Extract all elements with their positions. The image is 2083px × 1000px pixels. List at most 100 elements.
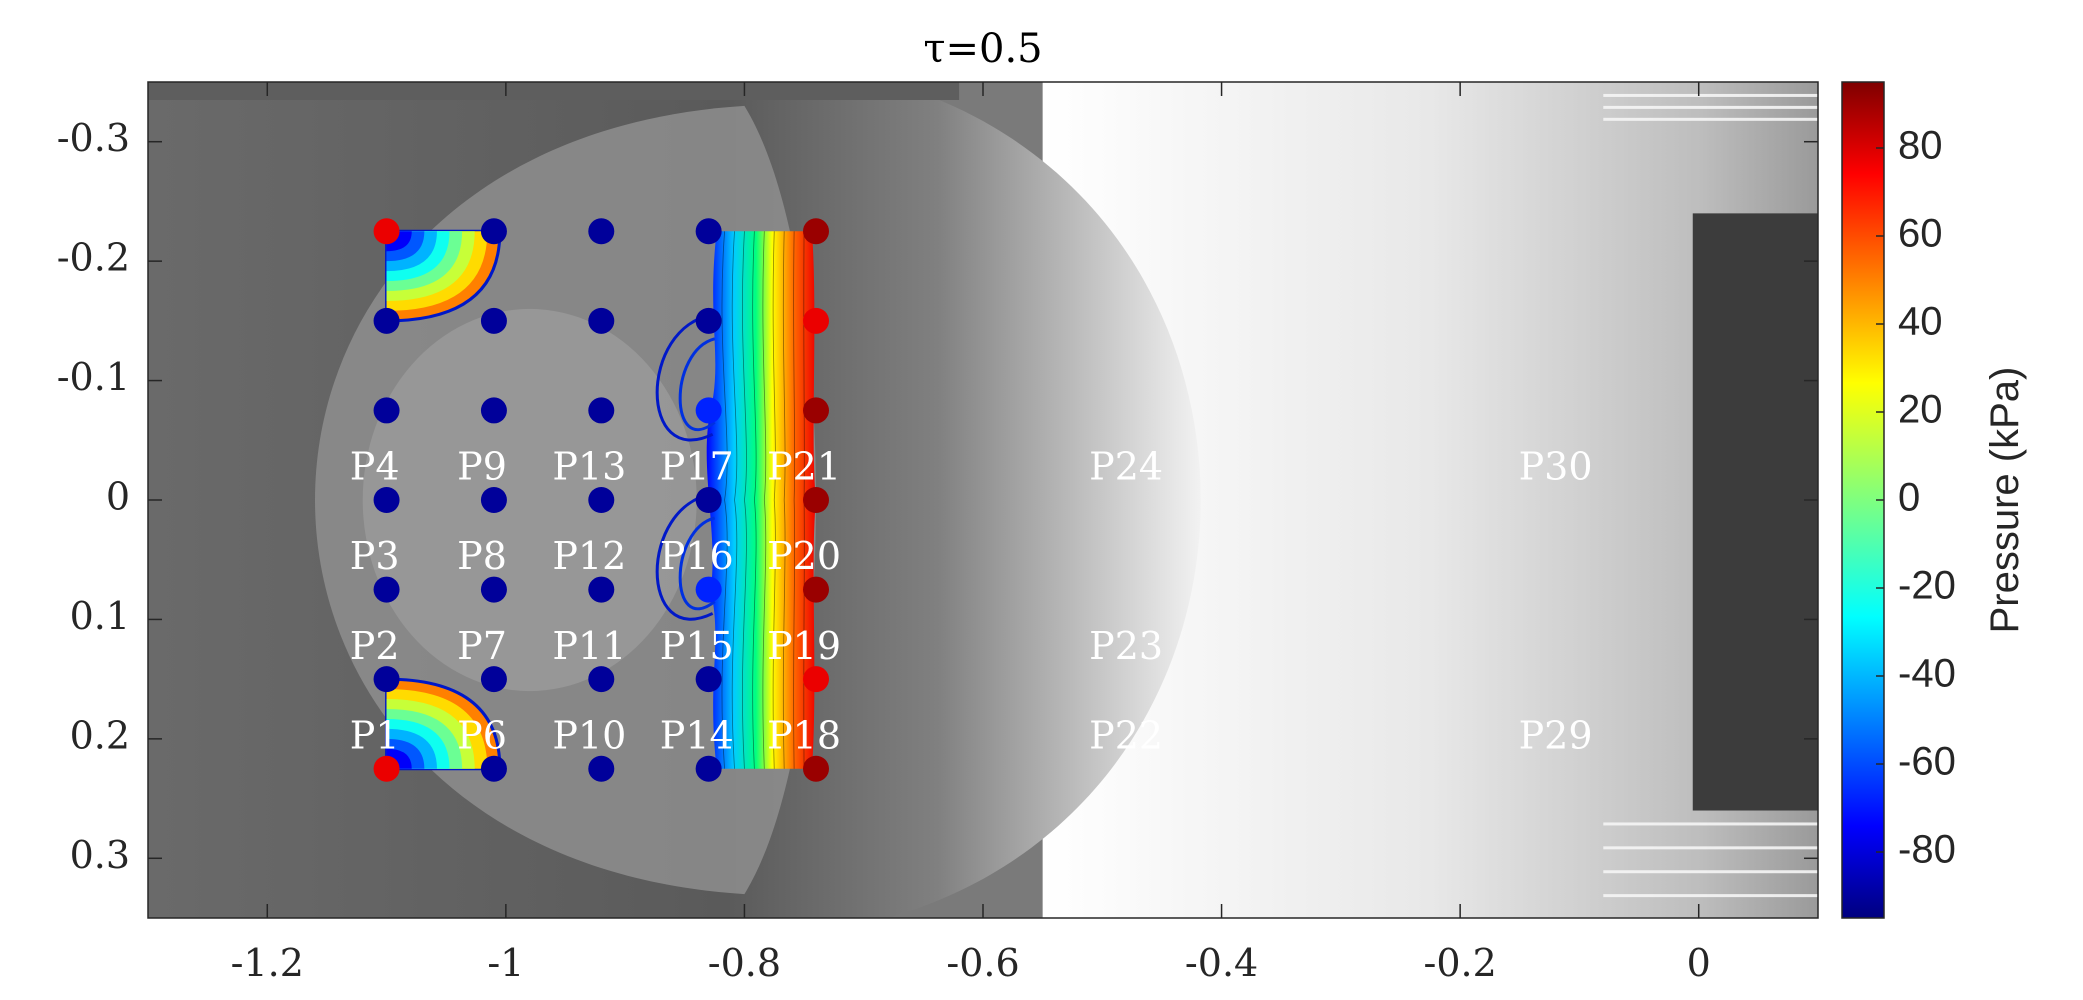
image-streak bbox=[1603, 822, 1818, 826]
sensor-label: P13 bbox=[552, 445, 626, 489]
sensor-point bbox=[803, 487, 829, 513]
sensor-label: P24 bbox=[1089, 445, 1163, 489]
x-tick-label: -0.6 bbox=[946, 941, 1019, 985]
y-tick-label: -0.3 bbox=[57, 116, 130, 160]
top-band bbox=[148, 82, 960, 100]
dark-block bbox=[1692, 213, 1818, 811]
sensor-point bbox=[695, 218, 722, 245]
contour-line bbox=[721, 231, 728, 769]
sensor-label: P12 bbox=[552, 534, 626, 578]
sensor-point bbox=[373, 397, 400, 424]
sensor-label: P22 bbox=[1089, 713, 1163, 757]
sensor-label: P18 bbox=[767, 713, 841, 757]
x-tick-label: 0 bbox=[1687, 941, 1711, 985]
y-tick-label: -0.2 bbox=[57, 236, 130, 280]
sensor-point bbox=[695, 397, 722, 424]
colorbar-tick-label: 20 bbox=[1898, 388, 1943, 432]
y-tick-label: 0.2 bbox=[70, 713, 130, 757]
sensor-point bbox=[373, 487, 400, 513]
sensor-point bbox=[588, 755, 615, 782]
y-tick-label: 0.1 bbox=[70, 594, 130, 638]
colorbar-tick-label: -40 bbox=[1898, 652, 1956, 696]
sensor-point bbox=[373, 218, 400, 245]
sensor-label: P20 bbox=[767, 534, 841, 578]
sensor-label: P2 bbox=[350, 624, 400, 668]
y-tick-label: -0.1 bbox=[57, 355, 130, 399]
x-tick-label: -0.2 bbox=[1424, 941, 1497, 985]
sensor-label: P19 bbox=[767, 624, 841, 668]
sensor-point bbox=[373, 576, 400, 603]
sensor-point bbox=[480, 487, 507, 513]
contour-line bbox=[772, 231, 776, 769]
x-tick-label: -0.4 bbox=[1185, 941, 1258, 985]
image-streak bbox=[1603, 93, 1818, 97]
sensor-point bbox=[480, 755, 507, 782]
sensor-point bbox=[695, 487, 722, 513]
sensor-label: P11 bbox=[552, 624, 626, 668]
contour-loop bbox=[655, 313, 714, 442]
contour-line bbox=[782, 231, 786, 769]
sensor-point bbox=[373, 666, 400, 693]
sensor-point bbox=[803, 307, 829, 334]
contour-line bbox=[793, 231, 796, 769]
sensor-label: P16 bbox=[660, 534, 734, 578]
x-tick-label: -0.8 bbox=[708, 941, 781, 985]
y-tick-label: 0 bbox=[106, 475, 130, 519]
sensor-point bbox=[803, 218, 829, 245]
sensor-label: P7 bbox=[457, 624, 507, 668]
sensor-point bbox=[803, 755, 829, 782]
contour-loop bbox=[678, 516, 716, 611]
sensor-point bbox=[373, 755, 400, 782]
sensor-label: P21 bbox=[767, 445, 841, 489]
sensor-point bbox=[588, 218, 615, 245]
sensor-label: P4 bbox=[350, 445, 400, 489]
contour-loop bbox=[655, 492, 714, 621]
colorbar-tick-label: -80 bbox=[1898, 828, 1956, 872]
sensor-label: P3 bbox=[350, 534, 400, 578]
sensor-point bbox=[803, 397, 829, 424]
sensor-point bbox=[480, 397, 507, 424]
sensor-point bbox=[803, 666, 829, 693]
sensor-point bbox=[588, 487, 615, 513]
colorbar-tick-label: 40 bbox=[1898, 300, 1943, 344]
sensor-point bbox=[480, 576, 507, 603]
sensor-points bbox=[373, 218, 829, 782]
sensor-labels: P4 P9 P13 P17 P21 P24 P30 P3 P8 P12 P16 P20 P2 P7 P11 P… bbox=[350, 445, 1593, 758]
sensor-label: P23 bbox=[1089, 624, 1163, 668]
sensor-label: P14 bbox=[660, 713, 734, 757]
sensor-label: P10 bbox=[552, 713, 626, 757]
sensor-label: P8 bbox=[457, 534, 507, 578]
contour-line bbox=[731, 231, 738, 769]
image-streak bbox=[1603, 870, 1818, 874]
colorbar-gradient bbox=[1841, 81, 1885, 919]
image-streak bbox=[1603, 105, 1818, 109]
colorbar-tick-label: 0 bbox=[1898, 476, 1920, 520]
contour-line bbox=[752, 231, 757, 769]
image-streak bbox=[1603, 846, 1818, 850]
axes: -1.2 -1 -0.8 -0.6 -0.4 -0.2 0 -0.3 -0.2 -0.1 0 0.1 0… bbox=[57, 26, 1819, 985]
colorbar-tick-label: -20 bbox=[1898, 564, 1956, 608]
colorbar-tick-label: 80 bbox=[1898, 124, 1943, 168]
sensor-point bbox=[373, 307, 400, 334]
sensor-point bbox=[588, 666, 615, 693]
colorbar-tick-label: -60 bbox=[1898, 740, 1956, 784]
x-tick-label: -1 bbox=[487, 941, 524, 985]
sensor-point bbox=[803, 576, 829, 603]
sensor-point bbox=[695, 307, 722, 334]
sensor-point bbox=[480, 307, 507, 334]
x-tick-label: -1.2 bbox=[231, 941, 304, 985]
cavity-highlight bbox=[362, 308, 697, 692]
sensor-label: P17 bbox=[660, 445, 734, 489]
y-tick-label: 0.3 bbox=[70, 833, 130, 877]
contour-line bbox=[742, 231, 747, 769]
colorbar-tick-label: 60 bbox=[1898, 212, 1943, 256]
sensor-point bbox=[588, 397, 615, 424]
sensor-label: P1 bbox=[350, 713, 400, 757]
sensor-label: P30 bbox=[1519, 445, 1593, 489]
colorbar: 80 60 40 20 0 -20 -40 -60 -80 Pressure (kPa) bbox=[1841, 81, 2027, 919]
sensor-point bbox=[588, 307, 615, 334]
sensor-label: P15 bbox=[660, 624, 734, 668]
sensor-point bbox=[480, 666, 507, 693]
schlieren-background-image bbox=[148, 82, 1818, 918]
